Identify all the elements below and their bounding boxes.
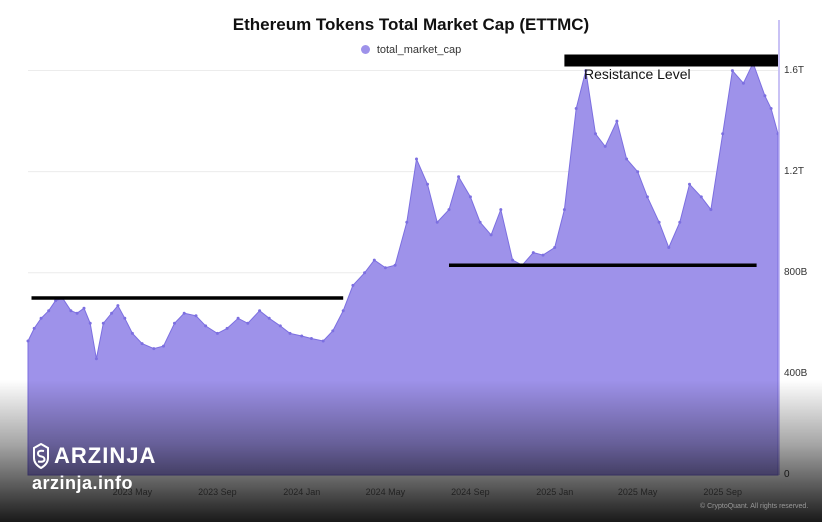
data-point[interactable] (363, 271, 367, 275)
data-point[interactable] (645, 195, 649, 199)
data-point[interactable] (88, 321, 92, 325)
data-point[interactable] (435, 220, 439, 224)
data-point[interactable] (372, 258, 376, 262)
data-point[interactable] (657, 220, 661, 224)
legend[interactable]: total_market_cap (0, 44, 822, 56)
data-point[interactable] (173, 321, 176, 325)
data-point[interactable] (447, 208, 451, 212)
data-point[interactable] (39, 316, 43, 320)
data-point[interactable] (603, 144, 607, 148)
data-point[interactable] (594, 132, 597, 136)
data-point[interactable] (351, 283, 355, 287)
data-point[interactable] (541, 253, 545, 257)
data-point[interactable] (140, 342, 144, 346)
data-point[interactable] (204, 324, 208, 328)
data-point[interactable] (688, 182, 691, 186)
data-point[interactable] (94, 357, 98, 361)
y-tick-label: 1.6T (784, 64, 805, 76)
copyright-credit: © CryptoQuant. All rights reserved. (700, 503, 809, 510)
arzinja-logo-icon (33, 443, 49, 469)
data-point[interactable] (278, 324, 282, 328)
data-point[interactable] (721, 132, 725, 136)
data-point[interactable] (246, 321, 250, 325)
data-point[interactable] (415, 157, 418, 161)
x-tick-label: 2025 May (617, 487, 658, 497)
data-point[interactable] (47, 309, 51, 313)
data-point[interactable] (130, 331, 134, 335)
data-point[interactable] (152, 347, 156, 351)
data-point[interactable] (162, 344, 165, 348)
x-tick-label: 2025 Jan (536, 487, 574, 497)
x-tick-label: 2024 May (365, 487, 406, 497)
data-point[interactable] (405, 220, 409, 224)
data-point[interactable] (182, 311, 186, 315)
data-point[interactable] (116, 304, 120, 308)
data-point[interactable] (54, 299, 58, 303)
data-point[interactable] (383, 266, 387, 270)
legend-swatch (360, 45, 370, 54)
data-point[interactable] (709, 208, 713, 212)
data-point[interactable] (489, 233, 493, 237)
data-point[interactable] (288, 331, 292, 335)
watermark-site: arzinja.info (32, 473, 134, 493)
data-point[interactable] (741, 81, 745, 85)
data-point[interactable] (499, 208, 503, 212)
data-point[interactable] (341, 309, 345, 313)
data-point[interactable] (678, 220, 682, 224)
data-point[interactable] (101, 321, 105, 325)
x-tick-label: 2024 Jan (283, 487, 321, 497)
data-point[interactable] (667, 246, 671, 249)
data-point[interactable] (636, 170, 640, 174)
data-point[interactable] (32, 326, 36, 330)
resistance-level-label: Resistance Level (584, 66, 691, 82)
x-tick-label: 2024 Sep (451, 487, 490, 497)
data-point[interactable] (478, 220, 482, 224)
data-point[interactable] (457, 175, 461, 179)
watermark: ARZINJA arzinja.info (32, 443, 156, 494)
data-point[interactable] (75, 311, 79, 315)
data-point[interactable] (393, 263, 397, 267)
data-point[interactable] (331, 329, 335, 333)
data-point[interactable] (426, 182, 429, 186)
data-point[interactable] (225, 326, 229, 330)
data-point[interactable] (468, 195, 472, 199)
legend-label: total_market_cap (376, 44, 462, 56)
y-tick-label: 0 (784, 469, 790, 480)
data-point[interactable] (236, 316, 240, 320)
data-point[interactable] (300, 334, 304, 338)
data-point[interactable] (215, 331, 219, 335)
y-tick-label: 1.2T (784, 165, 805, 177)
data-point[interactable] (26, 339, 30, 343)
watermark-brand: ARZINJA (54, 443, 157, 468)
x-tick-label: 2025 Sep (703, 487, 742, 497)
y-tick-label: 800B (784, 266, 808, 278)
market-cap-area (27, 61, 779, 476)
data-point[interactable] (763, 94, 767, 98)
data-point[interactable] (574, 107, 578, 110)
data-point[interactable] (615, 119, 619, 123)
data-point[interactable] (625, 157, 629, 161)
data-point[interactable] (309, 337, 313, 340)
data-point[interactable] (584, 69, 588, 73)
data-point[interactable] (553, 246, 557, 249)
y-tick-label: 400B (784, 367, 808, 379)
data-point[interactable] (562, 208, 566, 212)
data-point[interactable] (82, 306, 86, 310)
data-point[interactable] (321, 339, 325, 343)
data-point[interactable] (699, 195, 703, 199)
chart-title: Ethereum Tokens Total Market Cap (ETTMC) (232, 15, 590, 34)
data-point[interactable] (531, 251, 535, 255)
data-point[interactable] (123, 316, 127, 320)
data-point[interactable] (730, 69, 734, 73)
data-point[interactable] (511, 258, 515, 262)
data-point[interactable] (194, 314, 198, 318)
data-point[interactable] (267, 316, 271, 320)
data-point[interactable] (110, 311, 114, 315)
data-point[interactable] (69, 309, 73, 313)
x-tick-label: 2023 Sep (198, 487, 237, 497)
data-point[interactable] (258, 309, 262, 313)
data-point[interactable] (769, 107, 773, 110)
